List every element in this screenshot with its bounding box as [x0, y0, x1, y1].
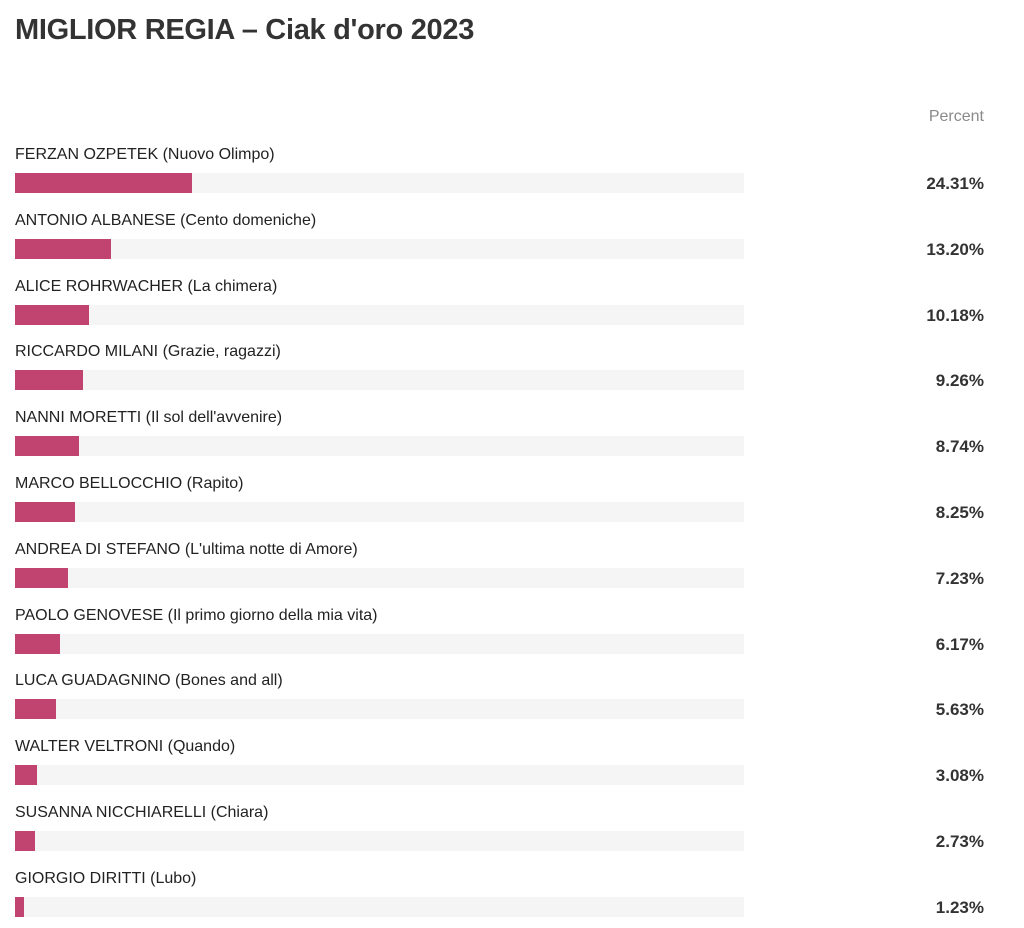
bar-value-label: 7.23%: [935, 568, 984, 588]
bar-track: [15, 633, 744, 654]
bar-track: [15, 896, 744, 917]
bar-row: ANDREA DI STEFANO (L'ultima notte di Amo…: [0, 533, 1024, 599]
bar-value-label: 3.08%: [935, 766, 984, 786]
bar-row: MARCO BELLOCCHIO (Rapito) 8.25%: [0, 467, 1024, 533]
bar-fill: [15, 765, 38, 786]
bar-value-label: 5.63%: [935, 700, 984, 720]
bar-row: FERZAN OZPETEK (Nuovo Olimpo) 24.31%: [0, 138, 1024, 204]
bar-row: NANNI MORETTI (Il sol dell'avvenire) 8.74…: [0, 401, 1024, 467]
bar-track: [15, 370, 744, 391]
bar-track: [15, 501, 744, 522]
bar-fill: [15, 238, 112, 259]
bar-track: [15, 567, 744, 588]
bar-value-label: 2.73%: [935, 831, 984, 851]
bar-value-label: 24.31%: [926, 174, 984, 193]
bar-label: FERZAN OZPETEK (Nuovo Olimpo): [15, 146, 275, 163]
bar-track: [15, 304, 744, 325]
bar-fill: [15, 501, 76, 522]
bar-label: MARCO BELLOCCHIO (Rapito): [15, 474, 244, 492]
bar-label: GIORGIO DIRITTI (Lubo): [15, 869, 197, 887]
bar-track: [15, 765, 744, 786]
bar-label: SUSANNA NICCHIARELLI (Chiara): [15, 803, 269, 821]
bar-fill: [15, 370, 83, 391]
value-column-header: Percent: [928, 108, 984, 125]
bar-fill: [15, 304, 90, 325]
bar-fill: [15, 567, 68, 588]
bar-fill: [15, 896, 24, 917]
bar-value-label: 10.18%: [926, 305, 984, 325]
bar-label: ANDREA DI STEFANO (L'ultima notte di Amo…: [15, 540, 358, 558]
bar-value-label: 8.74%: [935, 437, 984, 457]
bar-track: [15, 238, 744, 259]
bar-value-label: 1.23%: [935, 897, 984, 917]
bar-row: SUSANNA NICCHIARELLI (Chiara) 2.73%: [0, 796, 1024, 862]
bar-label: NANNI MORETTI (Il sol dell'avvenire): [15, 409, 283, 427]
bar-row: LUCA GUADAGNINO (Bones and all) 5.63%: [0, 664, 1024, 730]
bar-row: ALICE ROHRWACHER (La chimera) 10.18%: [0, 270, 1024, 336]
bar-track: [15, 436, 744, 457]
bar-value-label: 6.17%: [935, 634, 984, 654]
bar-row: GIORGIO DIRITTI (Lubo) 1.23%: [0, 862, 1024, 928]
bar-list: FERZAN OZPETEK (Nuovo Olimpo) 24.31% ANTON…: [0, 138, 1024, 928]
bar-label: PAOLO GENOVESE (Il primo giorno della mi…: [15, 606, 378, 624]
bar-row: WALTER VELTRONI (Quando) 3.08%: [0, 730, 1024, 796]
bar-track: [15, 830, 744, 851]
bar-label: ALICE ROHRWACHER (La chimera): [15, 277, 278, 295]
bar-row: PAOLO GENOVESE (Il primo giorno della mi…: [0, 599, 1024, 665]
bar-fill: [15, 699, 57, 720]
bar-row: ANTONIO ALBANESE (Cento domeniche) 13.20%: [0, 204, 1024, 270]
bar-value-label: 13.20%: [926, 239, 984, 259]
bar-track: [15, 699, 744, 720]
chart-title: MIGLIOR REGIA – Ciak d'oro 2023: [15, 14, 475, 46]
bar-row: RICCARDO MILANI (Grazie, ragazzi) 9.26%: [0, 335, 1024, 401]
bar-label: ANTONIO ALBANESE (Cento domeniche): [15, 211, 317, 229]
bar-value-label: 8.25%: [935, 502, 984, 522]
bar-label: RICCARDO MILANI (Grazie, ragazzi): [15, 343, 281, 361]
bar-label: WALTER VELTRONI (Quando): [15, 738, 236, 756]
bar-label: LUCA GUADAGNINO (Bones and all): [15, 672, 283, 690]
bar-fill: [15, 830, 35, 851]
bar-fill: [15, 436, 79, 457]
bar-track: [15, 173, 744, 193]
bar-fill: [15, 633, 60, 654]
bar-value-label: 9.26%: [935, 371, 984, 391]
bar-fill: [15, 173, 193, 193]
